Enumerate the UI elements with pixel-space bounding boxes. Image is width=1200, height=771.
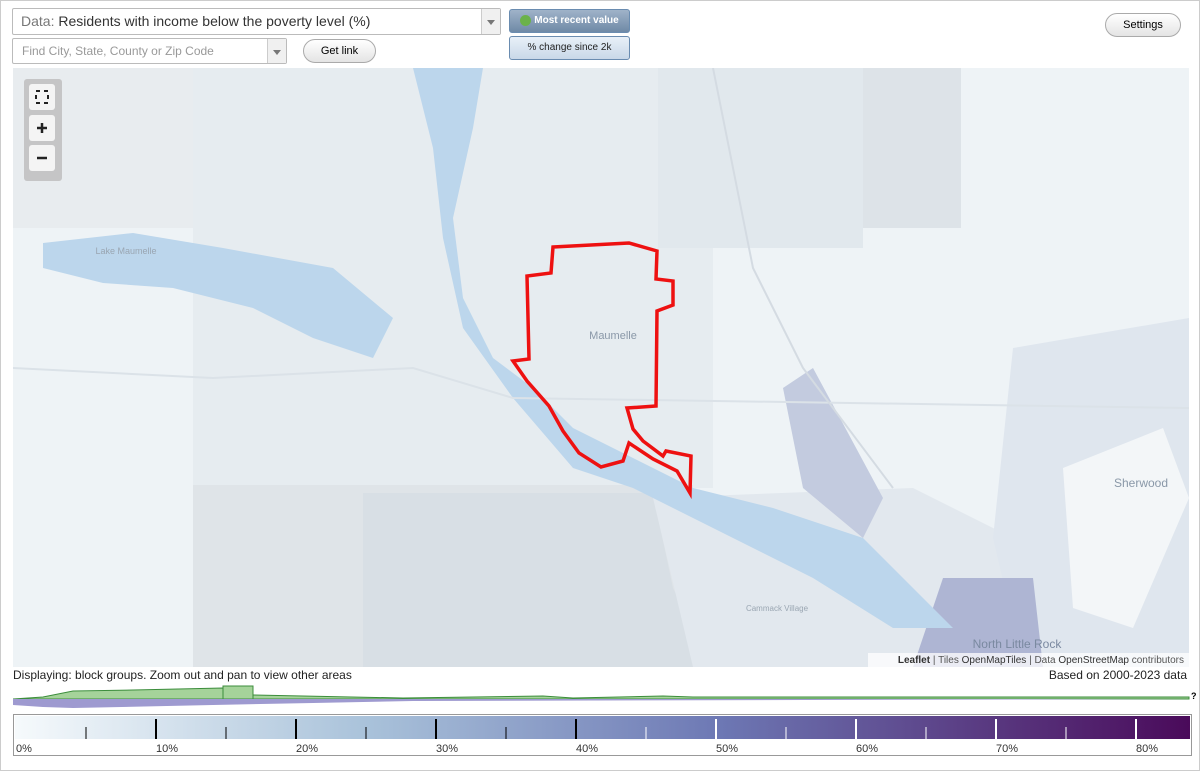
change-toggle[interactable]: % change since 2k bbox=[509, 36, 630, 60]
legend-tick-label: 60% bbox=[856, 743, 878, 755]
lake bbox=[43, 233, 393, 358]
legend-tick-label: 70% bbox=[996, 743, 1018, 755]
attr-sep: | bbox=[933, 655, 936, 666]
settings-button[interactable]: Settings bbox=[1105, 13, 1181, 37]
selected-boundary[interactable] bbox=[509, 241, 693, 500]
region bbox=[363, 493, 713, 667]
most-recent-toggle[interactable]: Most recent value bbox=[509, 9, 630, 33]
region bbox=[913, 578, 1043, 667]
legend-tick-label: 20% bbox=[296, 743, 318, 755]
zoom-control bbox=[24, 79, 62, 181]
fullscreen-button[interactable] bbox=[29, 84, 55, 110]
attribution: Leaflet | Tiles OpenMapTiles | Data Open… bbox=[898, 655, 1184, 666]
road bbox=[712, 68, 894, 489]
attr-text: Tiles bbox=[938, 655, 959, 666]
legend-tick-label: 80% bbox=[1136, 743, 1158, 755]
legend: 0% 10% 20% 30% 40% 50% 60% 70% 80% bbox=[13, 714, 1192, 756]
legend-tick-label: 30% bbox=[436, 743, 458, 755]
map[interactable]: Lake Maumelle Maumelle Sherwood Cammack … bbox=[13, 68, 1189, 667]
unknown-marker: ? bbox=[1191, 691, 1197, 701]
search-box[interactable]: Find City, State, County or Zip Code bbox=[12, 38, 287, 64]
road bbox=[13, 366, 1189, 409]
legend-tick-label: 10% bbox=[156, 743, 178, 755]
region bbox=[1063, 428, 1189, 628]
legend-tick-label: 40% bbox=[576, 743, 598, 755]
place-label: Cammack Village bbox=[746, 604, 809, 613]
histogram: ? bbox=[13, 685, 1197, 708]
attr-sep: | bbox=[1029, 655, 1032, 666]
displaying-text: Displaying: block groups. Zoom out and p… bbox=[13, 668, 352, 682]
legend-tick-label: 50% bbox=[716, 743, 738, 755]
attr-link[interactable]: Leaflet bbox=[898, 655, 931, 666]
zoom-in-icon bbox=[37, 123, 47, 133]
histogram-upper bbox=[13, 687, 1190, 700]
attr-link[interactable]: OpenStreetMap bbox=[1058, 655, 1129, 666]
fullscreen-icon bbox=[35, 90, 49, 104]
data-value: Residents with income below the poverty … bbox=[58, 13, 371, 29]
data-dropdown[interactable]: Data: Residents with income below the po… bbox=[12, 8, 501, 35]
dropdown-arrow bbox=[481, 9, 500, 34]
region bbox=[783, 368, 883, 538]
get-link-button[interactable]: Get link bbox=[303, 39, 376, 63]
legend-gradient bbox=[15, 716, 1190, 739]
based-on-text: Based on 2000-2023 data bbox=[1048, 668, 1187, 682]
place-label: Lake Maumelle bbox=[95, 246, 156, 256]
attribution-bg bbox=[868, 653, 1189, 667]
river bbox=[413, 68, 953, 628]
histogram-bar bbox=[222, 685, 254, 700]
place-label: Sherwood bbox=[1114, 476, 1168, 490]
histogram-lower bbox=[13, 699, 1189, 708]
data-label: Data: bbox=[21, 13, 55, 29]
search-arrow bbox=[267, 39, 286, 63]
place-label: North Little Rock bbox=[973, 637, 1063, 651]
most-recent-label: Most recent value bbox=[534, 15, 619, 26]
check-icon bbox=[520, 14, 532, 26]
attr-text: Data bbox=[1034, 655, 1056, 666]
attr-link[interactable]: OpenMapTiles bbox=[962, 655, 1027, 666]
region bbox=[658, 68, 863, 248]
legend-tick-label: 0% bbox=[16, 743, 32, 755]
place-label: Maumelle bbox=[589, 330, 637, 342]
attr-text: contributors bbox=[1132, 655, 1184, 666]
search-placeholder: Find City, State, County or Zip Code bbox=[22, 44, 214, 58]
